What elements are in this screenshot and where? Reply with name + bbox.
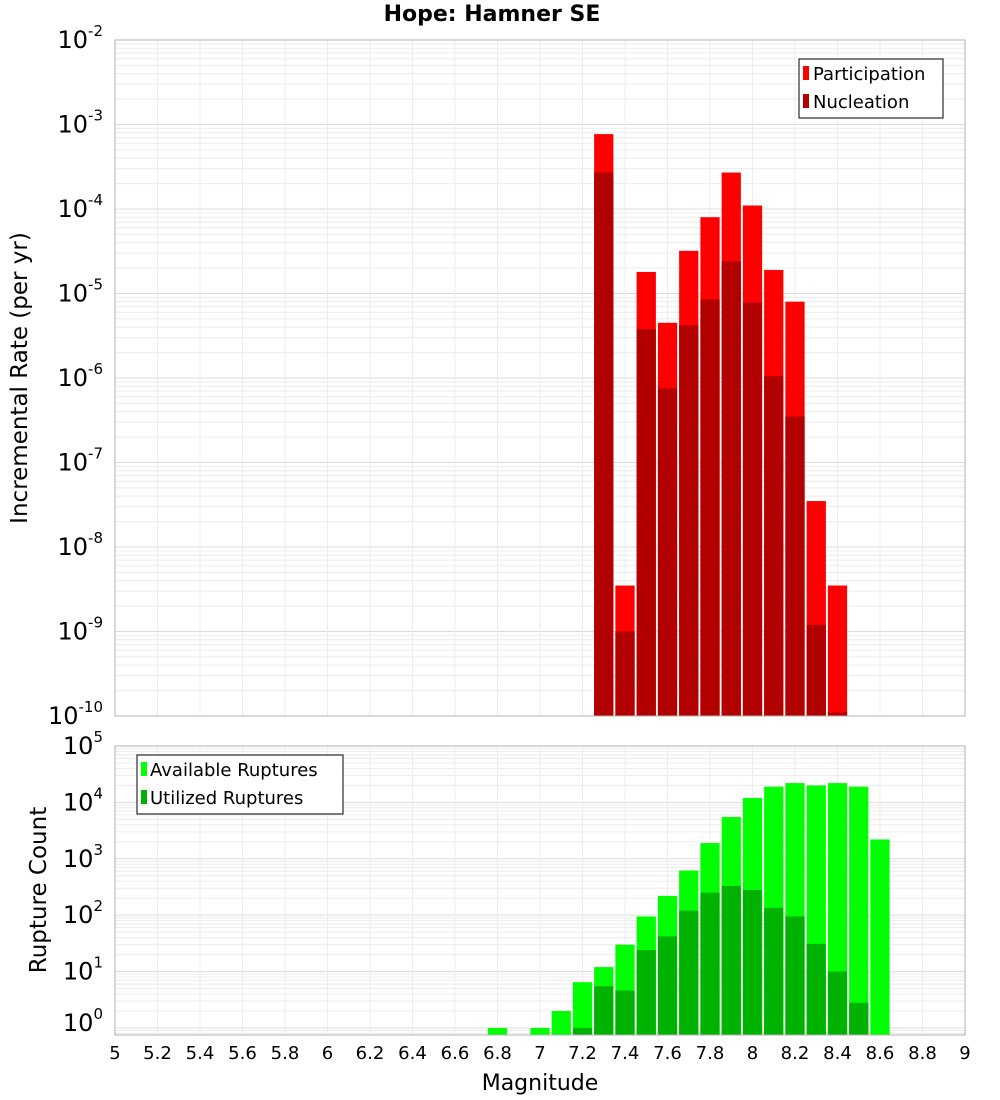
x-tick-label: 8.4	[823, 1043, 852, 1064]
nucleation-bar	[721, 261, 741, 716]
rate-legend-box	[798, 58, 944, 119]
utilized-ruptures-bar	[594, 986, 614, 1035]
available-ruptures-bar	[870, 839, 890, 1035]
nucleation-bar	[742, 302, 763, 716]
available-ruptures-bar	[487, 1027, 508, 1035]
legend-swatch-utilized	[141, 790, 147, 804]
count-y-tick-label: 103	[63, 841, 103, 873]
count-panel: 105 104 103 102 101 100 5 5.2 5.4 5.6 5.8 6 6.2 6.4 6…	[26, 728, 971, 1096]
x-tick-label: 6.2	[356, 1043, 385, 1064]
utilized-ruptures-bar	[721, 885, 741, 1035]
utilized-ruptures-bar	[742, 889, 763, 1035]
x-tick-label: 8.2	[781, 1043, 810, 1064]
x-tick-label: 6.4	[398, 1043, 427, 1064]
utilized-ruptures-bar	[657, 936, 678, 1035]
rate-y-tick-label: 10-3	[57, 107, 103, 139]
utilized-ruptures-bar	[615, 990, 635, 1035]
x-tick-label: 7.4	[611, 1043, 640, 1064]
nucleation-bar	[679, 325, 699, 716]
rate-y-tick-label: 10-9	[57, 614, 103, 646]
nucleation-bar	[636, 329, 656, 716]
utilized-ruptures-bar	[572, 1027, 593, 1035]
x-tick-label: 5.2	[143, 1043, 172, 1064]
count-y-axis-label: Rupture Count	[26, 807, 52, 973]
rate-y-tick-label: 10-4	[57, 191, 103, 223]
x-tick-label: 8	[747, 1043, 758, 1064]
rate-legend: Participation Nucleation	[798, 58, 944, 119]
rate-y-tick-label: 10-2	[57, 22, 103, 54]
nucleation-bar	[806, 624, 826, 716]
nucleation-bar	[594, 172, 614, 717]
rate-bars	[594, 134, 848, 717]
utilized-ruptures-bar	[806, 943, 826, 1035]
available-ruptures-bar	[530, 1027, 550, 1035]
utilized-ruptures-bar	[636, 950, 656, 1035]
magnitude-x-ticks: 5 5.2 5.4 5.6 5.8 6 6.2 6.4 6.6 6.8 7 7.2 7.4 7.6 7.8 8…	[109, 1043, 970, 1064]
available-ruptures-bar	[551, 1010, 571, 1035]
count-y-tick-label: 105	[63, 728, 103, 760]
x-tick-label: 6.8	[483, 1043, 512, 1064]
utilized-ruptures-bar	[849, 1002, 869, 1035]
legend-swatch-participation	[803, 66, 809, 80]
x-tick-label: 8.6	[866, 1043, 895, 1064]
rate-y-tick-label: 10-8	[57, 529, 103, 561]
x-tick-label: 7	[534, 1043, 545, 1064]
utilized-ruptures-bar	[785, 916, 805, 1035]
rate-y-tick-label: 10-6	[57, 360, 103, 392]
nucleation-bar	[764, 376, 784, 716]
rate-plot-frame	[114, 39, 966, 717]
rate-y-ticks: 10-2 10-3 10-4 10-5 10-6 10-7 10-8 10-9 10-10	[48, 22, 103, 730]
count-bars	[487, 783, 890, 1035]
available-ruptures-bar	[849, 786, 869, 1035]
rate-y-tick-label: 10-5	[57, 276, 103, 308]
chart-title: Hope: Hamner SE	[384, 2, 601, 27]
x-tick-label: 6.6	[441, 1043, 470, 1064]
count-y-tick-label: 101	[63, 954, 103, 986]
legend-swatch-nucleation	[803, 94, 809, 108]
x-tick-label: 8.8	[908, 1043, 937, 1064]
utilized-ruptures-bar	[679, 910, 699, 1035]
nucleation-bar	[785, 416, 805, 716]
legend-label-nucleation: Nucleation	[813, 92, 909, 113]
utilized-ruptures-bar	[764, 907, 784, 1035]
x-tick-label: 7.8	[696, 1043, 725, 1064]
legend-label-participation: Participation	[813, 64, 925, 85]
x-tick-label: 7.6	[653, 1043, 682, 1064]
rate-y-tick-label: 10-10	[48, 698, 103, 730]
count-legend-box	[136, 754, 344, 815]
count-y-tick-label: 104	[63, 784, 103, 816]
rate-panel: 10-2 10-3 10-4 10-5 10-6 10-7 10-8 10-9 10-10 In…	[7, 22, 966, 730]
legend-swatch-available	[141, 762, 147, 776]
legend-label-available: Available Ruptures	[150, 760, 318, 781]
rate-y-tick-label: 10-7	[57, 445, 103, 477]
x-tick-label: 5	[109, 1043, 120, 1064]
x-tick-label: 5.4	[186, 1043, 215, 1064]
x-tick-label: 6	[322, 1043, 333, 1064]
nucleation-bar	[615, 631, 635, 716]
x-tick-label: 5.6	[228, 1043, 257, 1064]
count-legend: Available Ruptures Utilized Ruptures	[136, 754, 344, 815]
count-y-ticks: 105 104 103 102 101 100	[63, 728, 103, 1037]
utilized-ruptures-bar	[700, 892, 720, 1035]
utilized-ruptures-bar	[827, 971, 848, 1035]
available-ruptures-bar	[572, 982, 593, 1035]
x-tick-label: 9	[959, 1043, 970, 1064]
nucleation-bar	[657, 388, 678, 716]
count-plot-frame	[114, 745, 966, 1036]
rate-y-axis-label: Incremental Rate (per yr)	[7, 232, 33, 524]
x-tick-label: 7.2	[568, 1043, 597, 1064]
x-tick-label: 5.8	[271, 1043, 300, 1064]
x-axis-label: Magnitude	[482, 1071, 599, 1096]
legend-label-utilized: Utilized Ruptures	[150, 788, 303, 809]
count-y-tick-label: 100	[63, 1005, 103, 1037]
participation-bar	[827, 585, 848, 716]
nucleation-bar	[700, 299, 720, 716]
nucleation-bar	[827, 712, 848, 716]
count-y-tick-label: 102	[63, 897, 103, 929]
